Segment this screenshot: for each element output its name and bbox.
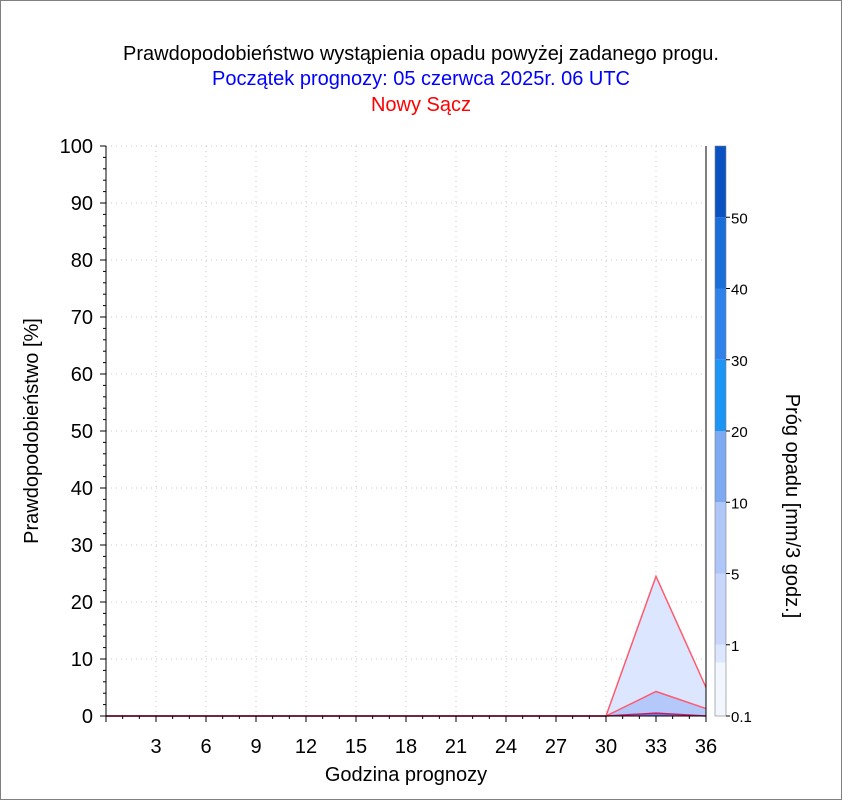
x-tick-label: 3 xyxy=(150,736,161,758)
location-label: Nowy Sącz xyxy=(370,94,472,116)
y-tick-label: 90 xyxy=(71,193,93,215)
x-tick-label: 33 xyxy=(645,736,667,758)
colorbar-band-5 xyxy=(715,359,726,431)
colorbar-tick-label: 20 xyxy=(731,424,748,441)
x-tick-label: 27 xyxy=(545,736,567,758)
colorbar-tick-label: 40 xyxy=(731,282,748,299)
x-tick-label: 12 xyxy=(295,736,317,758)
y-tick-label: 70 xyxy=(71,307,93,329)
y-tick-labels: 0 10 20 30 40 50 60 70 80 90 100 xyxy=(60,136,93,728)
colorbar-label: Próg opadu [mm/3 godz.] xyxy=(781,394,803,619)
colorbar-band-7 xyxy=(715,217,726,289)
colorbar-tick-label: 10 xyxy=(731,495,748,512)
colorbar-band-8 xyxy=(715,146,726,218)
x-tick-label: 6 xyxy=(200,736,211,758)
y-tick-label: 40 xyxy=(71,478,93,500)
grid-lines xyxy=(106,145,706,716)
colorbar-band-2 xyxy=(715,573,726,645)
y-axis-label: Prawdopodobieństwo [%] xyxy=(21,318,43,544)
x-tick-label: 15 xyxy=(345,736,367,758)
x-axis-label: Godzina prognozy xyxy=(325,764,487,786)
colorbar-tick-labels: 0.1 1 5 10 20 30 40 50 xyxy=(726,210,752,726)
x-tick-label: 21 xyxy=(445,736,467,758)
y-tick-label: 0 xyxy=(82,706,93,728)
y-tick-label: 10 xyxy=(71,649,93,671)
colorbar-tick-label: 50 xyxy=(731,210,748,227)
x-tick-labels: 3 6 9 12 15 18 21 24 27 30 33 36 xyxy=(150,736,717,758)
x-tick-label: 30 xyxy=(595,736,617,758)
colorbar-band-1 xyxy=(715,644,726,663)
chart-title: Prawdopodobieństwo wystąpienia opadu pow… xyxy=(123,43,719,65)
colorbar-band-6 xyxy=(715,288,726,360)
y-tick-label: 50 xyxy=(71,421,93,443)
y-tick-label: 100 xyxy=(60,136,93,158)
colorbar-tick-label: 1 xyxy=(731,638,739,655)
colorbar-band-3 xyxy=(715,502,726,574)
colorbar-band-0 xyxy=(715,662,726,716)
x-tick-label: 24 xyxy=(495,736,517,758)
y-tick-label: 30 xyxy=(71,535,93,557)
x-tick-label: 36 xyxy=(695,736,717,758)
x-tick-label: 18 xyxy=(395,736,417,758)
colorbar-band-4 xyxy=(715,431,726,503)
y-tick-label: 20 xyxy=(71,592,93,614)
y-tick-label: 80 xyxy=(71,250,93,272)
colorbar-tick-label: 30 xyxy=(731,353,748,370)
colorbar-tick-label: 5 xyxy=(731,567,739,584)
chart-subtitle: Początek prognozy: 05 czerwca 2025r. 06 … xyxy=(212,68,630,90)
colorbar-tick-label: 0.1 xyxy=(731,709,752,726)
x-tick-label: 9 xyxy=(250,736,261,758)
colorbar xyxy=(714,145,727,717)
y-tick-label: 60 xyxy=(71,364,93,386)
